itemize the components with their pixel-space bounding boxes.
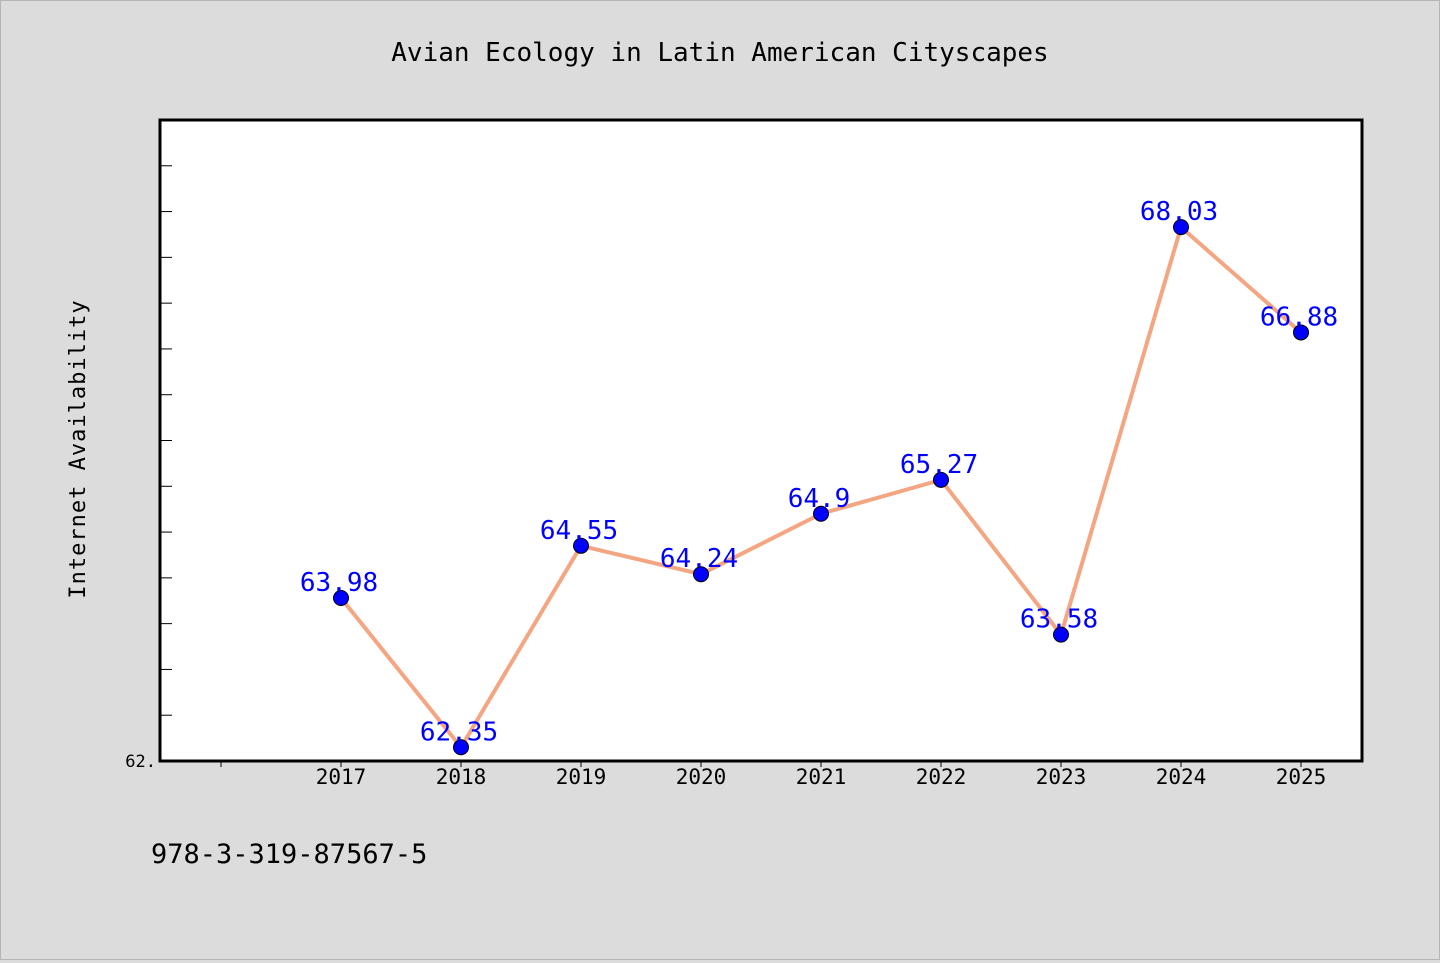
x-tick-label: 2024: [1156, 765, 1207, 789]
data-label: 63.98: [300, 568, 378, 598]
x-tick-labels: 2017 2018 2019 2020 2021 2022 2023 2024 2025: [316, 765, 1327, 789]
footer-id-text: 978-3-319-87567-5: [151, 839, 427, 870]
x-tick-label: 2021: [796, 765, 847, 789]
data-label: 68.03: [1140, 197, 1218, 227]
data-label: 64.24: [660, 544, 738, 574]
data-label: 66.88: [1260, 302, 1338, 332]
y-axis-ticks: [160, 119, 172, 762]
y-tick-label: 62.: [125, 752, 156, 772]
data-point: [1053, 626, 1069, 643]
data-point: [333, 590, 349, 607]
data-point: [453, 739, 469, 756]
marker-layer: [333, 219, 1309, 756]
data-label: 64.55: [540, 516, 618, 546]
x-tick-label: 2019: [556, 765, 607, 789]
data-point: [1173, 219, 1189, 236]
data-point: [813, 505, 829, 522]
x-tick-label: 2020: [676, 765, 727, 789]
data-label: 65.27: [900, 450, 978, 480]
x-tick-label: 2017: [316, 765, 367, 789]
x-tick-label: 2023: [1036, 765, 1087, 789]
x-tick-label: 2022: [916, 765, 967, 789]
data-label: 62.35: [420, 717, 498, 747]
data-label: 63.58: [1020, 605, 1098, 635]
data-label-layer: 63.98 62.35 64.55 64.24 64.9 65.27 63.58 68.03 6…: [300, 197, 1338, 747]
x-tick-label: 2018: [436, 765, 487, 789]
x-axis-ticks: [220, 761, 1302, 767]
data-point: [933, 471, 949, 488]
x-tick-label: 2025: [1276, 765, 1327, 789]
data-point: [693, 566, 709, 583]
data-label: 64.9: [788, 484, 851, 514]
data-point: [573, 537, 589, 554]
plot-area: [158, 118, 1364, 763]
chart-title: Avian Ecology in Latin American Cityscap…: [391, 38, 1048, 68]
y-axis-label: Internet Availability: [66, 299, 91, 598]
data-point: [1293, 324, 1309, 341]
